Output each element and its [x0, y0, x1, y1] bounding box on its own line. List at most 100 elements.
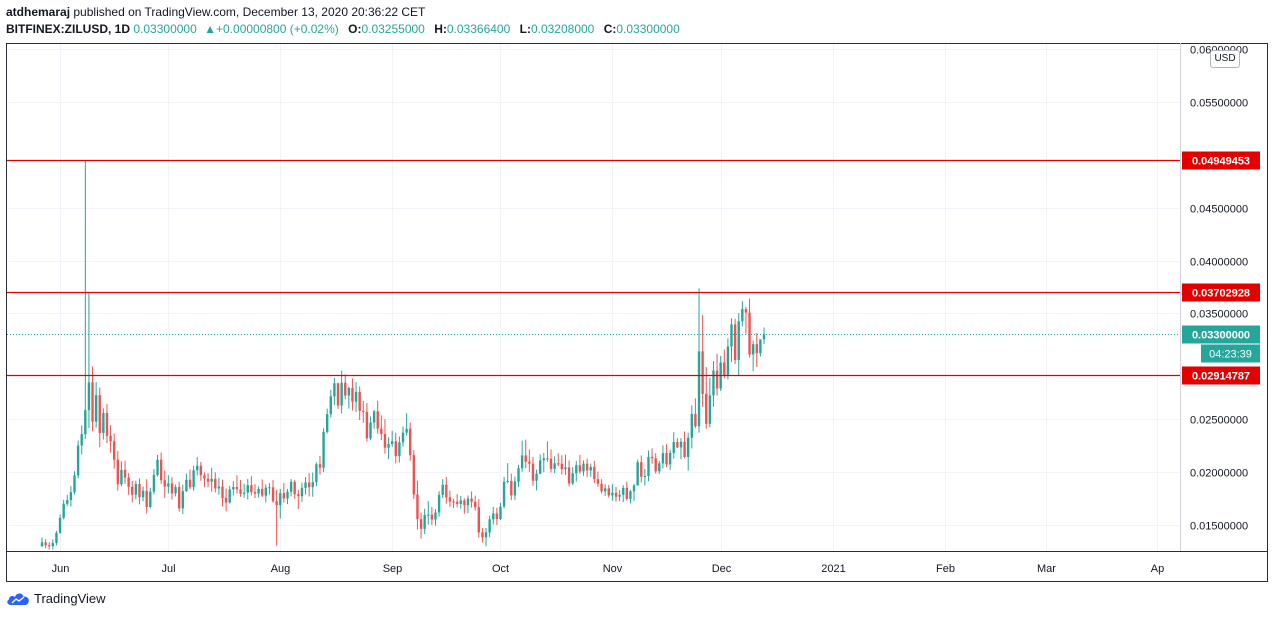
candle-body — [322, 431, 325, 468]
candle — [441, 479, 444, 499]
candle-body — [423, 515, 426, 529]
tradingview-brand[interactable]: TradingView — [6, 591, 106, 606]
level-label: 0.02914787 — [1192, 371, 1250, 383]
candle-body — [712, 370, 715, 396]
candle — [224, 488, 228, 512]
candle-body — [123, 469, 127, 478]
candle-body — [145, 490, 148, 507]
candle-body — [159, 459, 163, 481]
candle-body — [203, 475, 206, 479]
candle-body — [311, 482, 314, 488]
candle-body — [304, 482, 307, 488]
candle — [141, 486, 145, 502]
candle — [571, 467, 574, 486]
candle-body — [567, 467, 571, 484]
candle — [405, 413, 408, 436]
candle — [434, 509, 437, 526]
candle — [329, 389, 332, 418]
candle-body — [690, 414, 693, 438]
candle-body — [369, 422, 372, 439]
candle — [232, 480, 235, 496]
candle — [293, 479, 296, 499]
candle — [380, 415, 383, 441]
candle-body — [502, 481, 506, 507]
candle — [502, 476, 506, 509]
candle — [174, 484, 177, 497]
candle — [481, 528, 484, 543]
candle-body — [506, 480, 509, 482]
candle — [585, 458, 589, 478]
publish-date: published on TradingView.com, December 1… — [73, 5, 426, 19]
candle-body — [416, 494, 419, 520]
candle-body — [286, 491, 289, 499]
x-tick-label: Nov — [603, 563, 623, 575]
candle — [679, 438, 683, 460]
candle-body — [344, 382, 347, 396]
candle-body — [387, 444, 390, 448]
candle — [145, 479, 148, 514]
candle — [437, 491, 441, 517]
candle — [203, 472, 206, 488]
candle — [737, 313, 740, 376]
candle — [557, 453, 560, 467]
low-label: L: — [519, 22, 531, 36]
candle — [66, 494, 69, 506]
candle — [445, 476, 448, 504]
candle — [607, 484, 610, 498]
candle-body — [98, 395, 101, 434]
candle-body — [156, 459, 159, 475]
candle-body — [185, 479, 188, 492]
candle-body — [445, 484, 448, 498]
candle — [430, 507, 434, 526]
y-tick-label: 0.02000000 — [1190, 468, 1248, 480]
candle-body — [242, 492, 246, 494]
candle-body — [362, 410, 365, 412]
candle-body — [221, 486, 224, 498]
candle-body — [733, 324, 737, 361]
candle — [347, 386, 351, 409]
candle — [163, 470, 166, 499]
candle — [647, 450, 650, 482]
candle-body — [138, 484, 141, 498]
candle-body — [672, 441, 675, 453]
candle-body — [481, 532, 484, 538]
candle — [423, 508, 426, 534]
candle-body — [246, 485, 249, 493]
candle-body — [380, 428, 383, 435]
candle — [531, 456, 535, 486]
candle-body — [492, 513, 495, 520]
candle-body — [510, 480, 513, 496]
candle — [412, 450, 416, 499]
candle-body — [87, 382, 91, 411]
candle-body — [318, 464, 322, 468]
triangle-up-icon: ▲ — [204, 22, 216, 36]
candle-body — [585, 463, 589, 471]
candle — [640, 455, 643, 483]
time-axis[interactable]: Jun Jul Aug Sep Oct Nov Dec 2021 Feb Mar Ap — [52, 563, 1165, 575]
candle-body — [701, 351, 704, 394]
candle-body — [546, 458, 549, 460]
candle-body — [409, 428, 412, 456]
candle — [492, 506, 495, 525]
candle — [376, 400, 379, 434]
candle-body — [257, 488, 260, 494]
candle-body — [170, 483, 174, 494]
candle-body — [336, 383, 340, 406]
level-label: 0.04949453 — [1192, 156, 1250, 168]
candle — [138, 478, 141, 505]
candle-body — [723, 362, 726, 375]
candle — [510, 473, 513, 501]
candle — [235, 475, 239, 494]
candle — [390, 430, 394, 447]
candle — [159, 452, 163, 484]
candle — [625, 481, 629, 501]
candle-body — [593, 466, 596, 480]
price-axis[interactable]: 0.01500000 0.02000000 0.02500000 0.03500000… — [1182, 45, 1260, 533]
candle-body — [744, 309, 748, 313]
candle — [553, 456, 556, 474]
currency-button[interactable]: USD — [1210, 50, 1240, 68]
candle — [264, 484, 268, 503]
candle — [113, 433, 116, 469]
high-label: H: — [434, 22, 447, 36]
